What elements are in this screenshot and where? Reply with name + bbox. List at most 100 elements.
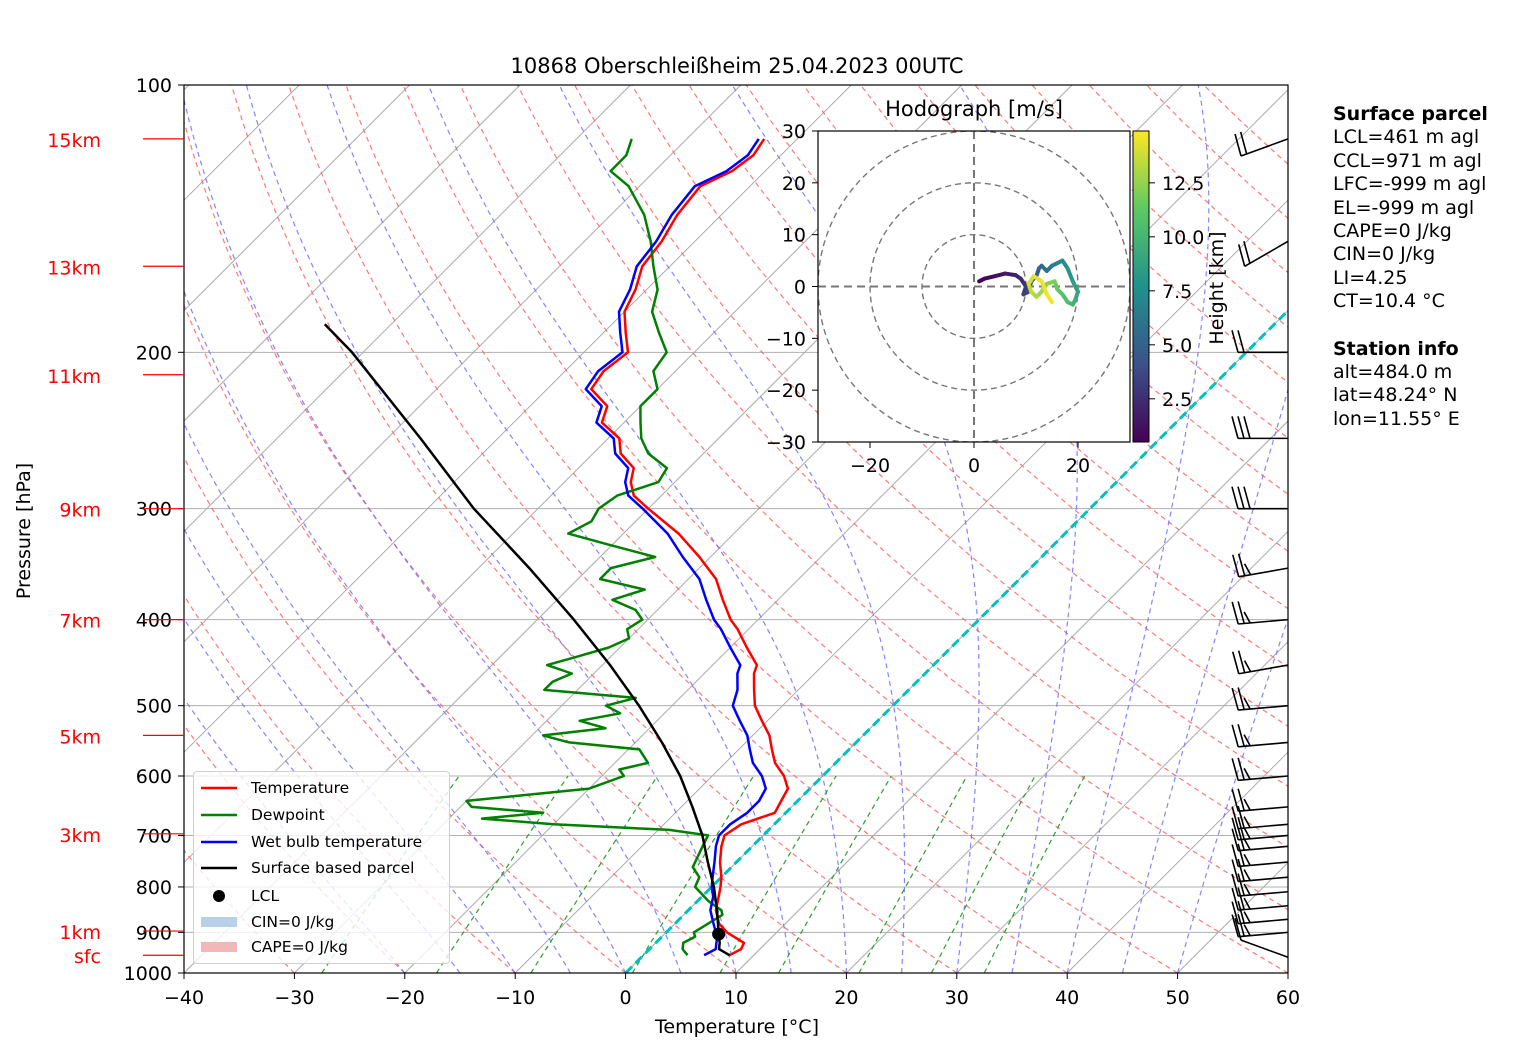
wind-barb-flag bbox=[1237, 757, 1245, 781]
wind-barb-flag bbox=[1237, 900, 1245, 924]
surface-line: LCL=461 m agl bbox=[1333, 126, 1480, 149]
wind-barb-flag bbox=[1237, 858, 1245, 882]
wind-barb-flag bbox=[1243, 486, 1251, 509]
isotherm-line bbox=[846, 530, 1288, 973]
wind-barb-staff bbox=[1238, 918, 1289, 925]
mixing-ratio-line bbox=[930, 775, 1036, 973]
colorbar-tick-label: 10.0 bbox=[1162, 227, 1204, 249]
hodograph-colorbar bbox=[1132, 130, 1150, 443]
profile-lines bbox=[323, 138, 790, 957]
wind-barb-flag bbox=[1231, 486, 1239, 509]
colorbar-tick-label: 12.5 bbox=[1162, 173, 1204, 195]
mixing-ratio-line bbox=[435, 775, 569, 973]
wind-barb-staff bbox=[1240, 138, 1289, 157]
mixing-ratio-line bbox=[530, 775, 659, 973]
surface-line: EL=-999 m agl bbox=[1333, 196, 1475, 219]
wind-barb-staff bbox=[1240, 939, 1289, 959]
lcl-marker bbox=[712, 927, 726, 941]
moist-adiabat-line bbox=[959, 85, 1078, 973]
x-tick-label: 40 bbox=[1055, 987, 1079, 1009]
height-label: sfc bbox=[74, 946, 101, 968]
surface-line: LFC=-999 m agl bbox=[1333, 173, 1487, 196]
info-panel: Surface parcel LCL=461 m agl CCL=971 m a… bbox=[1333, 103, 1488, 431]
wind-barb-flag bbox=[1231, 554, 1240, 578]
wind-barb-flag bbox=[1237, 416, 1245, 439]
height-label: 1km bbox=[59, 922, 101, 944]
colorbar-label: Height [km] bbox=[1206, 231, 1228, 344]
axes: −40 −30 −20 −10 0 10 20 30 40 50 60100200300400500… bbox=[124, 75, 1300, 1009]
chart-title: 10868 Oberschleißheim 25.04.2023 00UTC bbox=[511, 54, 964, 78]
surface-line: LI=4.25 bbox=[1333, 266, 1408, 289]
hodograph-segment bbox=[1039, 279, 1049, 297]
wind-barb-flag bbox=[1231, 914, 1239, 937]
wind-barb-flag bbox=[1231, 817, 1239, 841]
wind-barb-flag bbox=[1243, 853, 1251, 866]
legend-cape: CAPE=0 J/kg bbox=[194, 936, 348, 958]
wind-barb-staff bbox=[1238, 904, 1289, 911]
mixing-ratio-line bbox=[983, 775, 1086, 973]
wind-barb-staff bbox=[1238, 704, 1289, 711]
y-tick-label: 100 bbox=[136, 75, 172, 97]
mixing-ratio-line bbox=[719, 775, 837, 973]
moist-adiabat-line bbox=[1177, 616, 1288, 973]
surface-line: CAPE=0 J/kg bbox=[1333, 220, 1452, 243]
wind-barb-staff bbox=[1238, 806, 1289, 813]
wind-barb-flag bbox=[1243, 924, 1251, 937]
moist-adiabat-line bbox=[1066, 85, 1210, 973]
hodograph-title: Hodograph [m/s] bbox=[885, 97, 1063, 121]
hodograph-y-tick-label: 0 bbox=[794, 277, 806, 299]
legend-temperature: Temperature bbox=[201, 779, 350, 797]
x-tick-label: −40 bbox=[164, 987, 204, 1009]
x-axis-label: Temperature [°C] bbox=[654, 1016, 819, 1038]
height-label: 3km bbox=[59, 825, 101, 847]
dry-adiabat-line bbox=[184, 456, 626, 973]
station-line: lon=11.55° E bbox=[1333, 407, 1460, 430]
wind-barb-flag bbox=[1243, 869, 1251, 881]
wind-barb-staff bbox=[1238, 775, 1289, 782]
moist-adiabat-line bbox=[184, 289, 627, 973]
height-label: 13km bbox=[47, 257, 101, 279]
x-tick-label: 30 bbox=[945, 987, 969, 1009]
wind-barb-flag bbox=[1237, 724, 1245, 747]
wind-barb-flag bbox=[1243, 911, 1251, 923]
temperature-line bbox=[590, 138, 790, 957]
y-tick-label: 800 bbox=[136, 877, 172, 899]
wind-barb-flag bbox=[1239, 131, 1248, 155]
colorbar-tick-label: 2.5 bbox=[1162, 389, 1192, 411]
moist-adiabat-line bbox=[731, 85, 980, 973]
wind-barb-flag bbox=[1231, 859, 1239, 882]
y-tick-label: 200 bbox=[136, 342, 172, 364]
hodograph-x-tick-label: 20 bbox=[1066, 455, 1090, 477]
wind-barb-flag bbox=[1243, 611, 1251, 624]
height-label: 9km bbox=[59, 500, 101, 522]
wind-barb-flag bbox=[1243, 883, 1251, 896]
wind-barb-flag bbox=[1231, 601, 1239, 625]
wind-barb-flag bbox=[1231, 416, 1239, 439]
wind-barb-flag bbox=[1231, 806, 1239, 829]
dry-adiabat-line bbox=[184, 303, 737, 973]
wind-barb-staff bbox=[1238, 876, 1289, 883]
wind-barb-flag bbox=[1231, 901, 1239, 924]
mixing-ratio-line bbox=[858, 775, 968, 973]
wind-barb-staff bbox=[1238, 618, 1289, 625]
isotherm-line bbox=[735, 420, 1288, 973]
dry-adiabat-line bbox=[345, 85, 1178, 973]
wind-barb-flag bbox=[1243, 241, 1251, 264]
dry-adiabat-line bbox=[402, 85, 1288, 973]
y-tick-label: 400 bbox=[136, 610, 172, 632]
legend-lcl: LCL bbox=[194, 885, 279, 907]
legend-parcel: Surface based parcel bbox=[201, 859, 415, 877]
legend-wetbulb: Wet bulb temperature bbox=[201, 833, 423, 851]
wind-barb-flag bbox=[1243, 660, 1252, 673]
wind-barb-staff bbox=[1238, 890, 1289, 897]
y-tick-label: 300 bbox=[136, 499, 172, 521]
wind-barb-staff bbox=[1238, 664, 1289, 675]
station-line: alt=484.0 m bbox=[1333, 361, 1453, 384]
wind-barb-staff bbox=[1238, 845, 1289, 852]
wind-barb-flag bbox=[1231, 873, 1239, 897]
wind-barb-staff bbox=[1238, 931, 1289, 938]
isotherm-line bbox=[184, 85, 631, 533]
wind-barb-flag bbox=[1237, 843, 1245, 867]
